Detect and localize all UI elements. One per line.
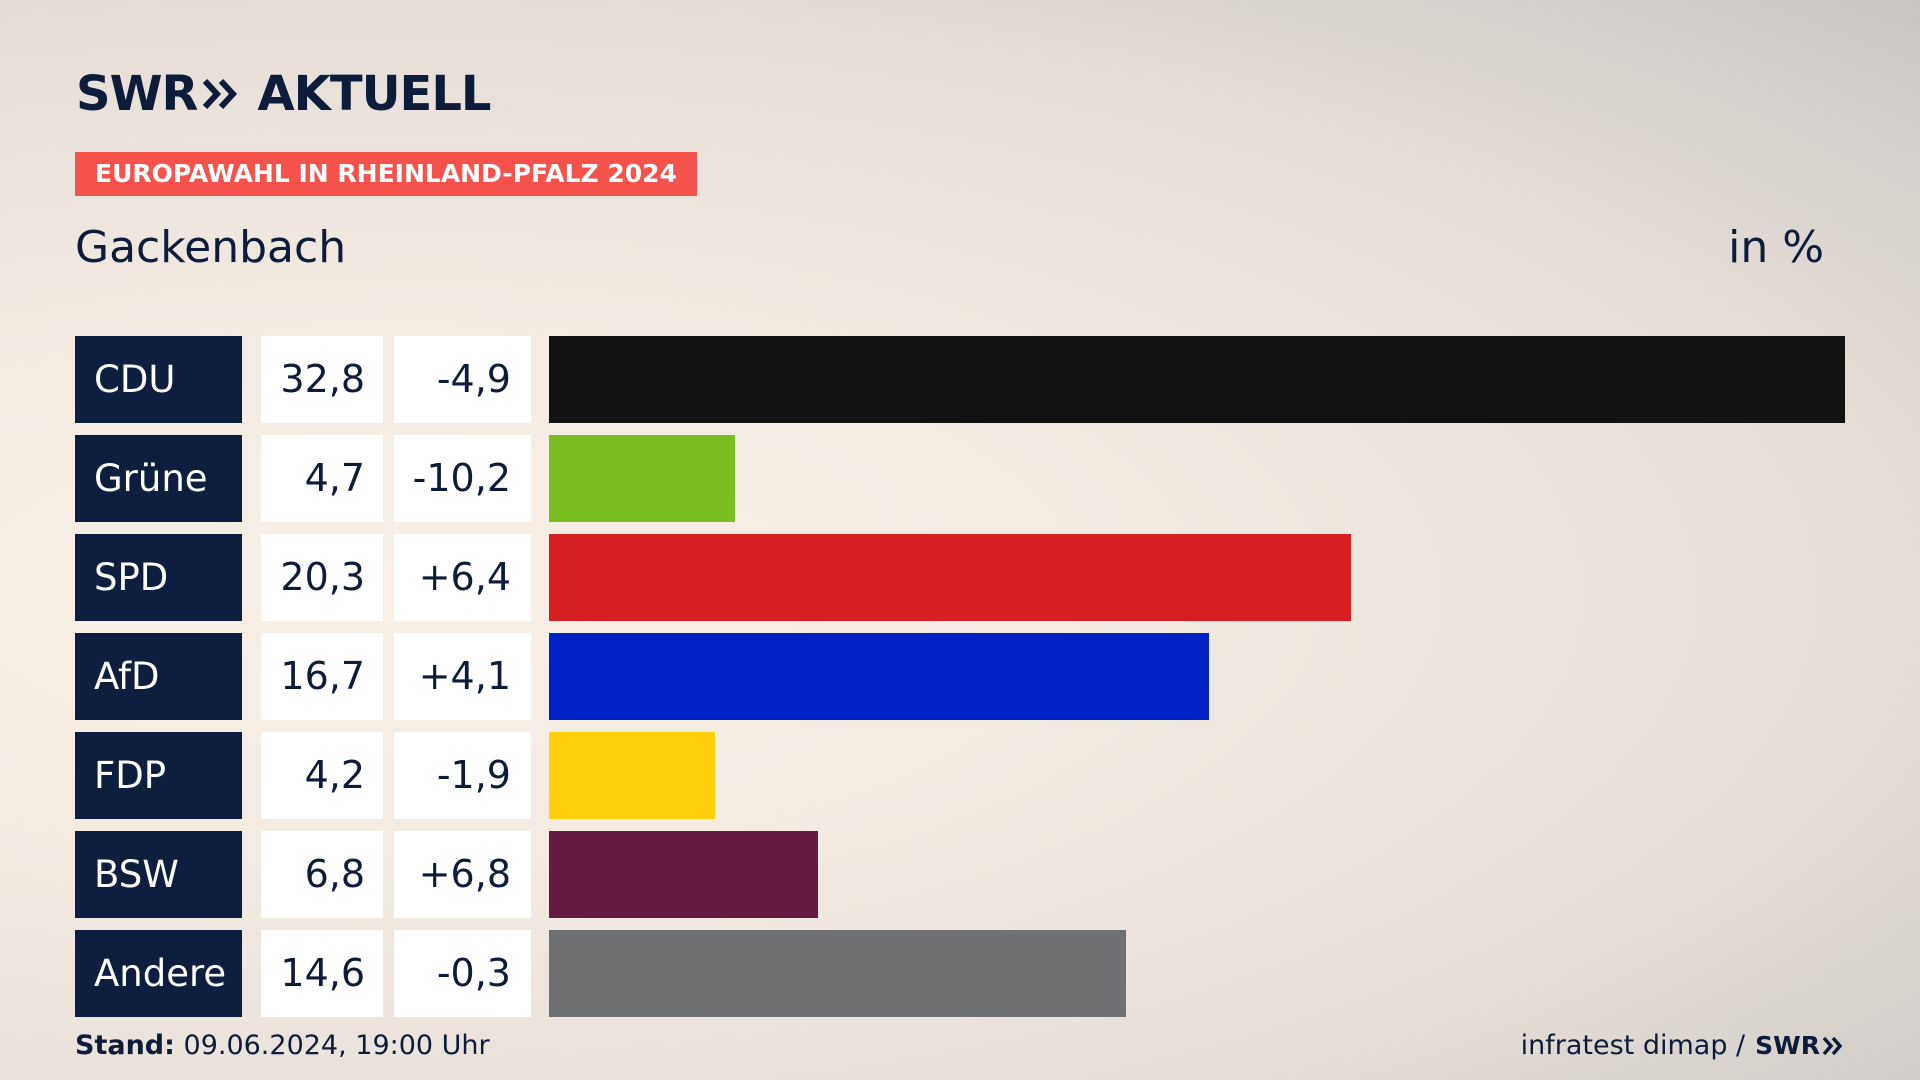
party-label: Andere: [75, 930, 242, 1017]
double-chevron-right-icon: [201, 77, 241, 111]
source-brand: SWR: [1755, 1031, 1844, 1060]
vote-share-label: 6,8: [261, 831, 383, 918]
swr-aktuell-logo: SWR AKTUELL: [76, 66, 492, 122]
change-label: -1,9: [394, 732, 531, 819]
source-text: infratest dimap /: [1520, 1030, 1746, 1061]
result-row-spd: SPD 20,3 +6,4: [0, 534, 1920, 621]
source-brand-text: SWR: [1755, 1031, 1820, 1060]
result-row-fdp: FDP 4,2 -1,9: [0, 732, 1920, 819]
result-row-afd: AfD 16,7 +4,1: [0, 633, 1920, 720]
bar-andere: [549, 930, 1126, 1017]
vote-share-label: 32,8: [261, 336, 383, 423]
vote-share-label: 4,7: [261, 435, 383, 522]
result-row-grüne: Grüne 4,7 -10,2: [0, 435, 1920, 522]
change-label: +4,1: [394, 633, 531, 720]
change-label: -4,9: [394, 336, 531, 423]
bar-grüne: [549, 435, 735, 522]
result-row-bsw: BSW 6,8 +6,8: [0, 831, 1920, 918]
party-label: CDU: [75, 336, 242, 423]
party-label: AfD: [75, 633, 242, 720]
party-label: BSW: [75, 831, 242, 918]
stand-value: 09.06.2024, 19:00 Uhr: [183, 1030, 490, 1061]
timestamp: Stand: 09.06.2024, 19:00 Uhr: [75, 1030, 490, 1061]
result-row-andere: Andere 14,6 -0,3: [0, 930, 1920, 1017]
bar-cdu: [549, 336, 1845, 423]
source-credit: infratest dimap / SWR: [1521, 1030, 1844, 1061]
change-label: +6,4: [394, 534, 531, 621]
change-label: +6,8: [394, 831, 531, 918]
party-label: SPD: [75, 534, 242, 621]
vote-share-label: 20,3: [261, 534, 383, 621]
logo-aktuell-text: AKTUELL: [257, 66, 491, 122]
bar-afd: [549, 633, 1209, 720]
vote-share-label: 14,6: [261, 930, 383, 1017]
stand-label: Stand:: [75, 1030, 175, 1061]
change-label: -0,3: [394, 930, 531, 1017]
vote-share-label: 16,7: [261, 633, 383, 720]
unit-label: in %: [1728, 222, 1824, 273]
place-title: Gackenbach: [75, 222, 347, 273]
vote-share-label: 4,2: [261, 732, 383, 819]
bar-bsw: [549, 831, 818, 918]
bar-spd: [549, 534, 1351, 621]
party-label: Grüne: [75, 435, 242, 522]
bar-fdp: [549, 732, 715, 819]
small-double-chevron-icon: [1822, 1036, 1843, 1055]
result-row-cdu: CDU 32,8 -4,9: [0, 336, 1920, 423]
change-label: -10,2: [394, 435, 531, 522]
election-tag: EUROPAWAHL IN RHEINLAND-PFALZ 2024: [75, 152, 697, 196]
logo-swr-text: SWR: [76, 66, 198, 122]
party-label: FDP: [75, 732, 242, 819]
